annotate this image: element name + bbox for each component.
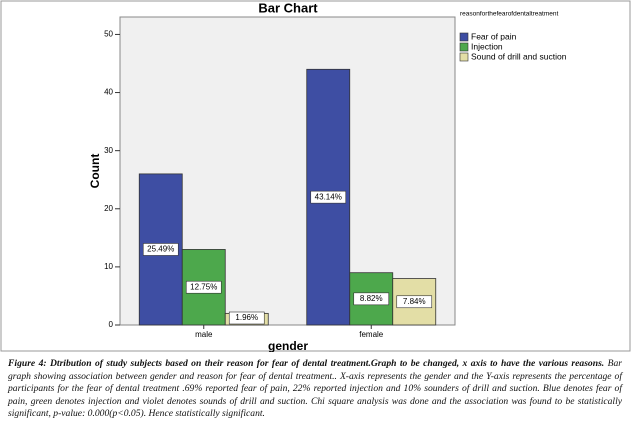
data-label-box [185, 280, 222, 294]
chart: Bar Chart Count gender reasonforthefearo… [0, 0, 631, 352]
data-label: 1.96% [235, 313, 258, 322]
data-label-box [353, 292, 390, 306]
data-label-box [396, 295, 433, 309]
y-tick-label: 50 [104, 30, 113, 39]
data-label: 43.14% [315, 192, 342, 201]
legend-title: reasonforthefearofdentaltreatment [460, 11, 558, 18]
caption-heading: Figure 4: Dtribution of study subjects b… [8, 358, 605, 369]
data-label: 7.84% [403, 297, 426, 306]
data-label: 25.49% [147, 245, 174, 254]
figure-caption: Figure 4: Dtribution of study subjects b… [8, 358, 622, 421]
data-label: 8.82% [360, 294, 383, 303]
chart-title: Bar Chart [258, 0, 318, 15]
y-tick-label: 0 [109, 320, 114, 329]
data-label-box [310, 190, 347, 204]
x-tick-label: female [359, 330, 384, 339]
legend-label: Sound of drill and suction [471, 51, 567, 61]
y-tick-label: 40 [104, 88, 113, 97]
y-tick-label: 20 [104, 204, 113, 213]
data-label: 12.75% [190, 282, 217, 291]
caption-text: Bar graph showing association between ge… [8, 358, 622, 419]
x-axis-label: gender [268, 339, 308, 352]
data-label-box [228, 311, 265, 325]
y-tick-label: 30 [104, 146, 113, 155]
y-axis-label: Count [88, 154, 102, 189]
legend-swatch [459, 52, 469, 62]
legend-swatch [459, 42, 469, 52]
legend-swatch [459, 32, 469, 42]
data-label-box [142, 243, 179, 256]
legend-label: Fear of pain [471, 31, 517, 41]
x-tick-label: male [195, 330, 213, 339]
legend-label: Injection [471, 41, 503, 51]
y-tick-label: 10 [104, 262, 113, 271]
